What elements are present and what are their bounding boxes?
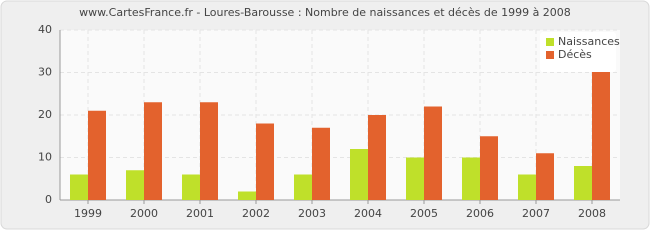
- legend-swatch: [546, 38, 554, 46]
- x-tick-label: 2004: [354, 207, 382, 220]
- bar: [350, 149, 368, 200]
- legend-swatch: [546, 51, 554, 59]
- bar: [182, 174, 200, 200]
- bar: [592, 64, 610, 200]
- x-tick-label: 2005: [410, 207, 438, 220]
- legend-box: [540, 32, 616, 72]
- x-tick-label: 2006: [466, 207, 494, 220]
- chart-title: www.CartesFrance.fr - Loures-Barousse : …: [79, 6, 571, 19]
- bar: [480, 136, 498, 200]
- legend-label: Naissances: [558, 35, 620, 48]
- x-tick-label: 2008: [578, 207, 606, 220]
- x-tick-label: 2000: [130, 207, 158, 220]
- bar: [536, 153, 554, 200]
- bar: [574, 166, 592, 200]
- y-tick-label: 20: [38, 108, 52, 121]
- x-tick-label: 1999: [74, 207, 102, 220]
- bar: [424, 106, 442, 200]
- legend-label: Décès: [558, 48, 592, 61]
- bar: [406, 157, 424, 200]
- y-tick-label: 10: [38, 151, 52, 164]
- bar: [256, 123, 274, 200]
- bar: [88, 110, 106, 200]
- bar: [462, 157, 480, 200]
- bar: [126, 170, 144, 200]
- x-tick-label: 2003: [298, 207, 326, 220]
- x-tick-label: 2007: [522, 207, 550, 220]
- y-tick-label: 30: [38, 66, 52, 79]
- x-tick-label: 2002: [242, 207, 270, 220]
- bar: [294, 174, 312, 200]
- bar: [312, 127, 330, 200]
- x-tick-label: 2001: [186, 207, 214, 220]
- y-tick-label: 0: [45, 193, 52, 206]
- bar: [368, 115, 386, 200]
- bar: [238, 191, 256, 200]
- chart: www.CartesFrance.fr - Loures-Barousse : …: [0, 0, 650, 230]
- y-tick-label: 40: [38, 23, 52, 36]
- bar: [200, 102, 218, 200]
- bar: [144, 102, 162, 200]
- bar: [518, 174, 536, 200]
- bar: [70, 174, 88, 200]
